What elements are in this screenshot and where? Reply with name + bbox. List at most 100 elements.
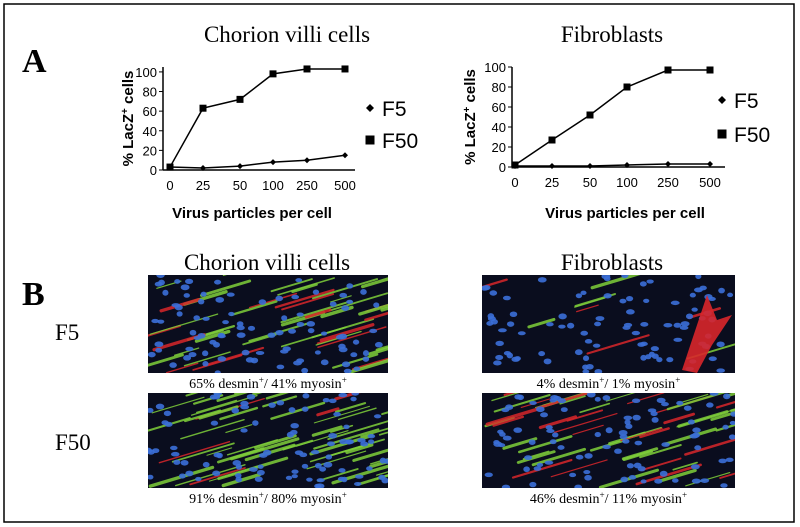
cell-streak	[311, 425, 343, 437]
nucleus	[314, 462, 322, 469]
cell-streak	[639, 443, 682, 459]
nucleus	[537, 277, 547, 283]
marker	[511, 161, 519, 169]
nucleus	[350, 396, 357, 402]
cell-streak	[590, 275, 641, 290]
nucleus	[544, 460, 554, 465]
marker	[270, 159, 276, 166]
nucleus	[687, 419, 695, 425]
y-axis-label: % LacZ+ cells	[462, 69, 480, 165]
nucleus	[637, 342, 646, 347]
nucleus	[236, 325, 245, 331]
nucleus	[545, 425, 553, 430]
nucleus	[180, 284, 190, 291]
cell-streak	[327, 420, 388, 441]
x-tick-label: 25	[545, 175, 559, 190]
nucleus	[574, 349, 583, 356]
nucleus	[202, 350, 209, 357]
cell-streak	[381, 411, 388, 416]
nucleus	[501, 484, 511, 488]
nucleus	[651, 417, 659, 423]
x-tick-label: 500	[334, 178, 356, 193]
cell-streak	[166, 362, 199, 373]
nucleus	[360, 289, 367, 295]
marker	[236, 95, 244, 103]
nucleus	[692, 427, 701, 433]
nucleus	[319, 466, 327, 472]
nucleus	[536, 462, 544, 467]
nucleus	[295, 278, 303, 283]
nucleus	[170, 451, 180, 457]
cell-streak	[358, 303, 388, 316]
nucleus	[338, 468, 346, 473]
nucleus	[290, 423, 299, 429]
nucleus	[602, 395, 611, 401]
cell-streak	[151, 396, 205, 414]
cell-streak	[357, 473, 388, 486]
nucleus	[312, 289, 320, 295]
nucleus	[226, 292, 235, 297]
chart-title: Chorion villi cells	[204, 22, 370, 47]
nucleus	[173, 459, 181, 465]
nucleus	[594, 396, 601, 402]
nucleus	[346, 299, 354, 304]
cell-streak	[196, 399, 238, 414]
nucleus	[367, 433, 376, 439]
nucleus	[247, 325, 256, 331]
cell-streak	[605, 393, 636, 402]
nucleus	[217, 334, 226, 339]
nucleus	[328, 432, 338, 439]
caption: 91% desmin+/ 80% myosin+	[189, 490, 347, 507]
nucleus	[680, 321, 690, 327]
legend-label: F50	[734, 124, 770, 147]
nucleus	[632, 414, 641, 421]
nucleus	[155, 403, 165, 410]
nucleus	[161, 420, 169, 426]
caption-part: 46% desmin	[530, 492, 600, 507]
cell-streak	[364, 311, 388, 322]
cell-streak	[312, 278, 379, 300]
nucleus	[533, 466, 542, 471]
nucleus	[693, 287, 703, 293]
cell-streak	[360, 427, 388, 438]
marker	[586, 111, 594, 119]
nucleus	[484, 472, 493, 478]
nucleus	[184, 278, 194, 285]
nucleus	[267, 332, 276, 338]
cell-streak	[586, 334, 650, 355]
nucleus	[352, 339, 360, 345]
nucleus	[275, 329, 284, 336]
nucleus	[228, 311, 235, 317]
nucleus	[614, 448, 622, 454]
nucleus	[560, 407, 568, 413]
nucleus	[517, 331, 526, 336]
caption-part: 4% desmin	[537, 377, 600, 392]
nucleus	[154, 281, 163, 287]
nucleus	[373, 414, 382, 419]
x-tick-label: 25	[196, 178, 210, 193]
nucleus	[351, 393, 360, 396]
nucleus	[580, 330, 589, 336]
nucleus	[185, 470, 194, 477]
cell-streak	[174, 464, 246, 487]
cell-streak	[710, 411, 735, 421]
marker	[706, 66, 714, 74]
nucleus	[306, 477, 313, 482]
nucleus	[258, 453, 268, 458]
nucleus	[624, 419, 631, 426]
nucleus	[498, 328, 507, 333]
nucleus	[357, 438, 366, 443]
nucleus	[670, 300, 680, 306]
cell-streak	[345, 443, 374, 455]
nucleus	[293, 360, 302, 366]
nucleus	[689, 433, 699, 439]
nucleus	[346, 283, 354, 289]
nucleus	[252, 420, 259, 426]
cell-streak	[203, 346, 265, 367]
marker	[237, 163, 243, 170]
nucleus	[582, 364, 589, 370]
nucleus	[302, 393, 310, 399]
cell-streak	[198, 405, 239, 420]
nucleus	[501, 408, 510, 413]
nucleus	[728, 434, 735, 440]
